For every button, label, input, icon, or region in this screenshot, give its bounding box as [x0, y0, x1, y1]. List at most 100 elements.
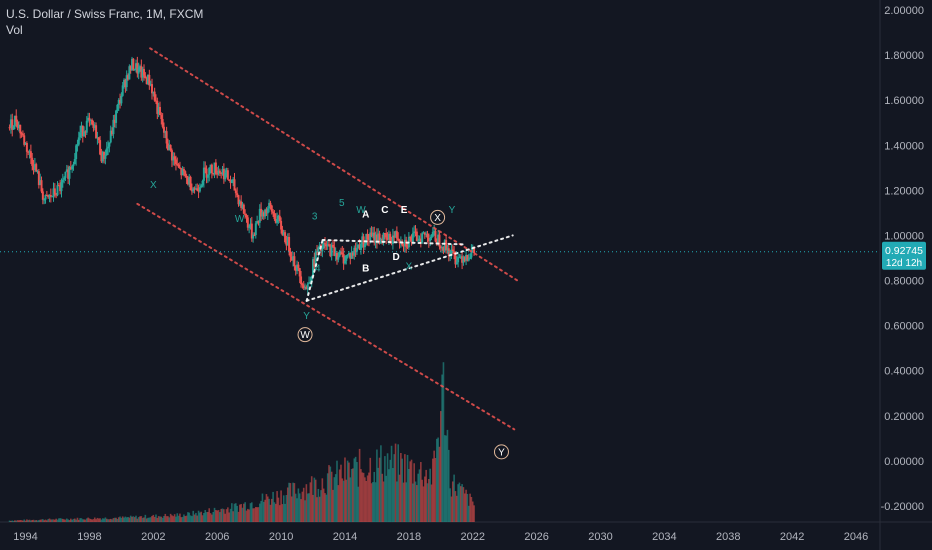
candle-body — [196, 188, 199, 191]
candle-body — [253, 234, 256, 236]
volume-bar — [58, 518, 60, 522]
candle-body — [95, 125, 98, 139]
candle-body — [256, 221, 259, 224]
candle-body — [25, 143, 28, 152]
candle-body — [127, 75, 130, 80]
volume-bar — [92, 519, 95, 522]
volume-bar — [209, 513, 212, 522]
volume-bar — [212, 511, 215, 522]
candle-body — [313, 259, 316, 267]
candle-body — [120, 95, 123, 104]
candle-body — [56, 185, 59, 196]
candle-body — [314, 251, 317, 267]
x-tick-label: 2026 — [524, 531, 548, 543]
volume-label[interactable]: Vol — [6, 23, 23, 37]
wave-label-d: D — [392, 252, 399, 263]
candle-body — [124, 79, 127, 88]
candle-body — [233, 179, 236, 191]
volume-bar — [369, 457, 372, 522]
candle-body — [194, 188, 197, 190]
symbol-title[interactable]: U.S. Dollar / Swiss Franc, 1M, FXCM — [6, 7, 204, 21]
volume-bar — [284, 503, 286, 522]
volume-bar — [141, 517, 144, 522]
candle-body — [197, 190, 200, 192]
volume-bar — [247, 508, 249, 522]
y-tick-label: 0.60000 — [884, 321, 924, 333]
volume-bar — [235, 503, 237, 522]
y-tick-label: 0.40000 — [884, 366, 924, 378]
candle-body — [169, 145, 172, 151]
candle-body — [97, 137, 100, 141]
candle-body — [192, 188, 195, 192]
volume-bar — [348, 462, 350, 522]
candle-body — [229, 180, 232, 184]
circled-label-ring — [493, 444, 509, 460]
candle-body — [204, 167, 207, 169]
candle-body — [45, 195, 48, 197]
candle-body — [430, 236, 433, 239]
price-tag-countdown: 12d 12h — [886, 258, 922, 269]
candle-body — [288, 237, 291, 252]
candle-body — [434, 230, 437, 242]
candle-body — [104, 155, 107, 159]
volume-bar — [32, 519, 35, 522]
candle-body — [442, 247, 445, 251]
volume-bar — [177, 515, 180, 522]
candle-body — [43, 199, 46, 201]
candle-body — [453, 251, 456, 255]
volume-bar — [101, 518, 104, 522]
candle-body — [20, 133, 23, 135]
volume-bar — [128, 517, 131, 522]
candle-body — [350, 252, 353, 259]
candle-body — [12, 125, 15, 130]
candle-body — [330, 245, 333, 257]
candle-body — [419, 238, 422, 243]
volume-bar — [51, 519, 53, 522]
volume-bar — [450, 496, 453, 522]
volume-bar — [394, 443, 397, 522]
volume-bar — [344, 457, 346, 522]
volume-bar — [346, 460, 349, 522]
candle-body — [431, 231, 434, 237]
volume-bar — [52, 519, 55, 522]
volume-bar — [211, 514, 213, 522]
candle-body — [346, 254, 349, 256]
volume-bar — [181, 516, 184, 522]
volume-bar — [313, 477, 316, 522]
volume-bar — [152, 514, 155, 522]
candle-body — [465, 254, 468, 261]
candle-body — [342, 254, 345, 264]
volume-bar — [412, 483, 414, 522]
volume-bar — [402, 482, 405, 522]
volume-bar — [329, 466, 332, 522]
candle-body — [395, 231, 398, 239]
volume-bar — [99, 518, 101, 522]
volume-bar — [112, 518, 115, 522]
lower-channel-line — [136, 202, 516, 431]
volume-bar — [48, 518, 51, 522]
volume-bar — [96, 517, 99, 522]
candle-body — [353, 247, 356, 256]
candle-body — [69, 167, 72, 170]
candle-body — [378, 233, 381, 244]
volume-bar — [76, 517, 79, 522]
candle-body — [467, 258, 470, 261]
volume-bar — [274, 503, 277, 522]
candle-body — [208, 167, 211, 175]
candle-body — [367, 239, 370, 241]
candle-body — [27, 151, 30, 153]
candle-body — [470, 250, 473, 258]
volume-bar — [389, 459, 392, 522]
volume-bar — [356, 462, 358, 522]
volume-bar — [223, 509, 225, 522]
volume-bar — [393, 454, 396, 522]
volume-bar — [47, 519, 49, 522]
volume-bar — [261, 493, 264, 522]
candle-body — [273, 213, 276, 220]
candle-body — [466, 254, 469, 261]
volume-bar — [133, 517, 136, 522]
candle-body — [302, 285, 305, 289]
volume-bar — [70, 518, 72, 522]
candle-body — [132, 58, 135, 70]
